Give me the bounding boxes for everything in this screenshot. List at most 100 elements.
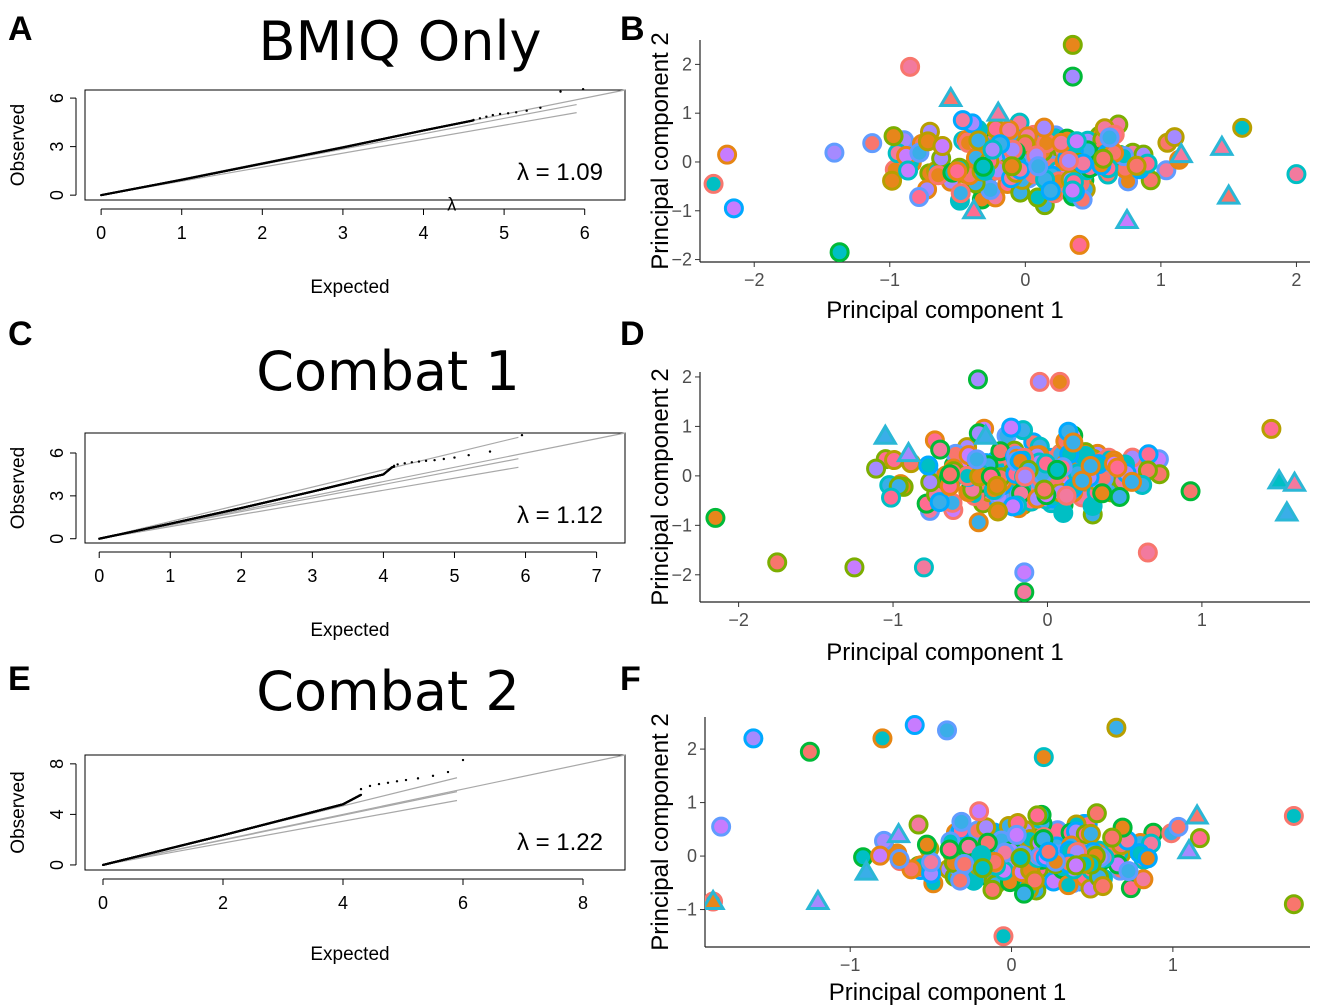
panel-letter-f: F	[620, 660, 641, 698]
y-tick-label: 6	[47, 448, 67, 458]
observed-point	[368, 784, 372, 788]
sample-point	[1232, 117, 1253, 138]
sample-triangle	[1114, 207, 1140, 230]
sample-point	[1080, 823, 1101, 844]
y-tick-label: 4	[47, 809, 67, 819]
sample-point	[913, 557, 934, 578]
sample-point	[930, 439, 951, 460]
lambda-annotation: λ = 1.22	[517, 829, 603, 856]
sample-point	[909, 187, 930, 208]
y-tick-label: 8	[47, 759, 67, 769]
y-tick-label: −1	[671, 515, 692, 535]
sample-point	[723, 198, 744, 219]
sample-point	[1013, 883, 1034, 904]
sample-point	[908, 814, 929, 835]
sample-point	[1107, 457, 1128, 478]
x-tick-label: 6	[458, 893, 468, 913]
x-tick-label: 3	[307, 566, 317, 586]
sample-point	[1027, 805, 1048, 826]
sample-point	[853, 847, 874, 868]
x-tick-label: 0	[1007, 955, 1017, 975]
sample-point	[703, 173, 724, 194]
stray-lambda-label: λ	[447, 195, 456, 215]
y-tick-label: 0	[682, 466, 692, 486]
observed-point	[386, 781, 390, 785]
x-tick-label: 2	[257, 223, 267, 243]
observed-point	[359, 787, 363, 791]
sample-point	[1001, 417, 1022, 438]
sample-point	[1283, 805, 1304, 826]
sample-triangle	[1216, 183, 1242, 205]
sample-point	[1063, 432, 1084, 453]
observed-point	[478, 117, 482, 120]
sample-point	[743, 728, 764, 749]
x-tick-label: 0	[94, 566, 104, 586]
sample-point	[1028, 156, 1049, 177]
sample-point	[1133, 869, 1154, 890]
sample-triangle	[1184, 802, 1210, 825]
sample-point	[1092, 483, 1113, 504]
reference-line	[102, 791, 458, 866]
sample-point	[968, 512, 989, 533]
sample-point	[1010, 847, 1031, 868]
x-axis-label: Principal component 1	[826, 297, 1063, 324]
sample-point	[921, 852, 942, 873]
y-tick-label: −2	[671, 565, 692, 585]
sample-point	[717, 144, 738, 165]
sample-triangle	[885, 821, 912, 844]
sample-triangle	[961, 197, 987, 220]
x-axis-label: Principal component 1	[826, 639, 1063, 666]
sample-triangle	[805, 888, 831, 911]
sample-point	[1058, 150, 1079, 171]
sample-point	[1189, 828, 1210, 849]
sample-point	[947, 161, 968, 182]
plot-frame	[84, 432, 626, 544]
sample-point	[937, 720, 957, 741]
sample-point	[920, 472, 941, 493]
sample-point	[1261, 418, 1282, 439]
sample-point	[1121, 471, 1142, 492]
observed-point	[498, 112, 502, 116]
title-combat-1: Combat 1	[256, 340, 519, 403]
observed-point	[539, 106, 542, 109]
y-tick-label: 2	[682, 54, 692, 74]
reference-line	[99, 466, 519, 540]
observed-point	[403, 462, 406, 465]
sample-point	[898, 160, 919, 181]
x-tick-label: 7	[592, 566, 602, 586]
x-tick-label: 2	[218, 893, 228, 913]
sample-point	[1062, 66, 1083, 87]
plot-frame	[84, 754, 626, 871]
sample-point	[1138, 444, 1159, 465]
sample-point	[932, 136, 953, 157]
y-axis-label: Observed	[8, 104, 29, 186]
sample-triangle	[973, 423, 999, 445]
sample-point	[870, 845, 891, 866]
observed-point	[395, 780, 399, 783]
panel-letter-b: B	[620, 10, 645, 48]
sample-triangle	[1266, 467, 1292, 490]
reference-line	[99, 458, 519, 540]
y-tick-label: 1	[682, 103, 692, 123]
sample-point	[993, 926, 1014, 947]
sample-triangle	[1209, 134, 1235, 156]
observed-point	[581, 87, 585, 91]
reference-line	[99, 436, 519, 540]
sample-point	[1014, 562, 1035, 583]
y-axis-label: Principal component 2	[647, 32, 674, 269]
sample-point	[1080, 456, 1101, 477]
observed-point	[417, 460, 421, 463]
sample-triangle	[1281, 470, 1308, 492]
panel-letter-a: A	[8, 10, 33, 48]
lambda-annotation: λ = 1.09	[517, 159, 603, 186]
sample-triangle	[985, 100, 1011, 122]
x-axis-label: Principal component 1	[829, 979, 1066, 1006]
pca-plot-combat-1: −2 −1 0 1 −2 −1 0 1 2 Principal component 1 Princi…	[647, 367, 1310, 666]
pca-plot-bmiq-only: −2 −1 0 1 2 −2 −1 0 1 2 Principal component 1 Princ…	[647, 32, 1310, 324]
sample-point	[889, 849, 910, 870]
x-tick-label: −1	[880, 270, 901, 290]
sample-point	[881, 487, 902, 508]
sample-triangle	[1274, 500, 1300, 522]
x-tick-label: −1	[840, 955, 861, 975]
sample-point	[1066, 855, 1087, 876]
